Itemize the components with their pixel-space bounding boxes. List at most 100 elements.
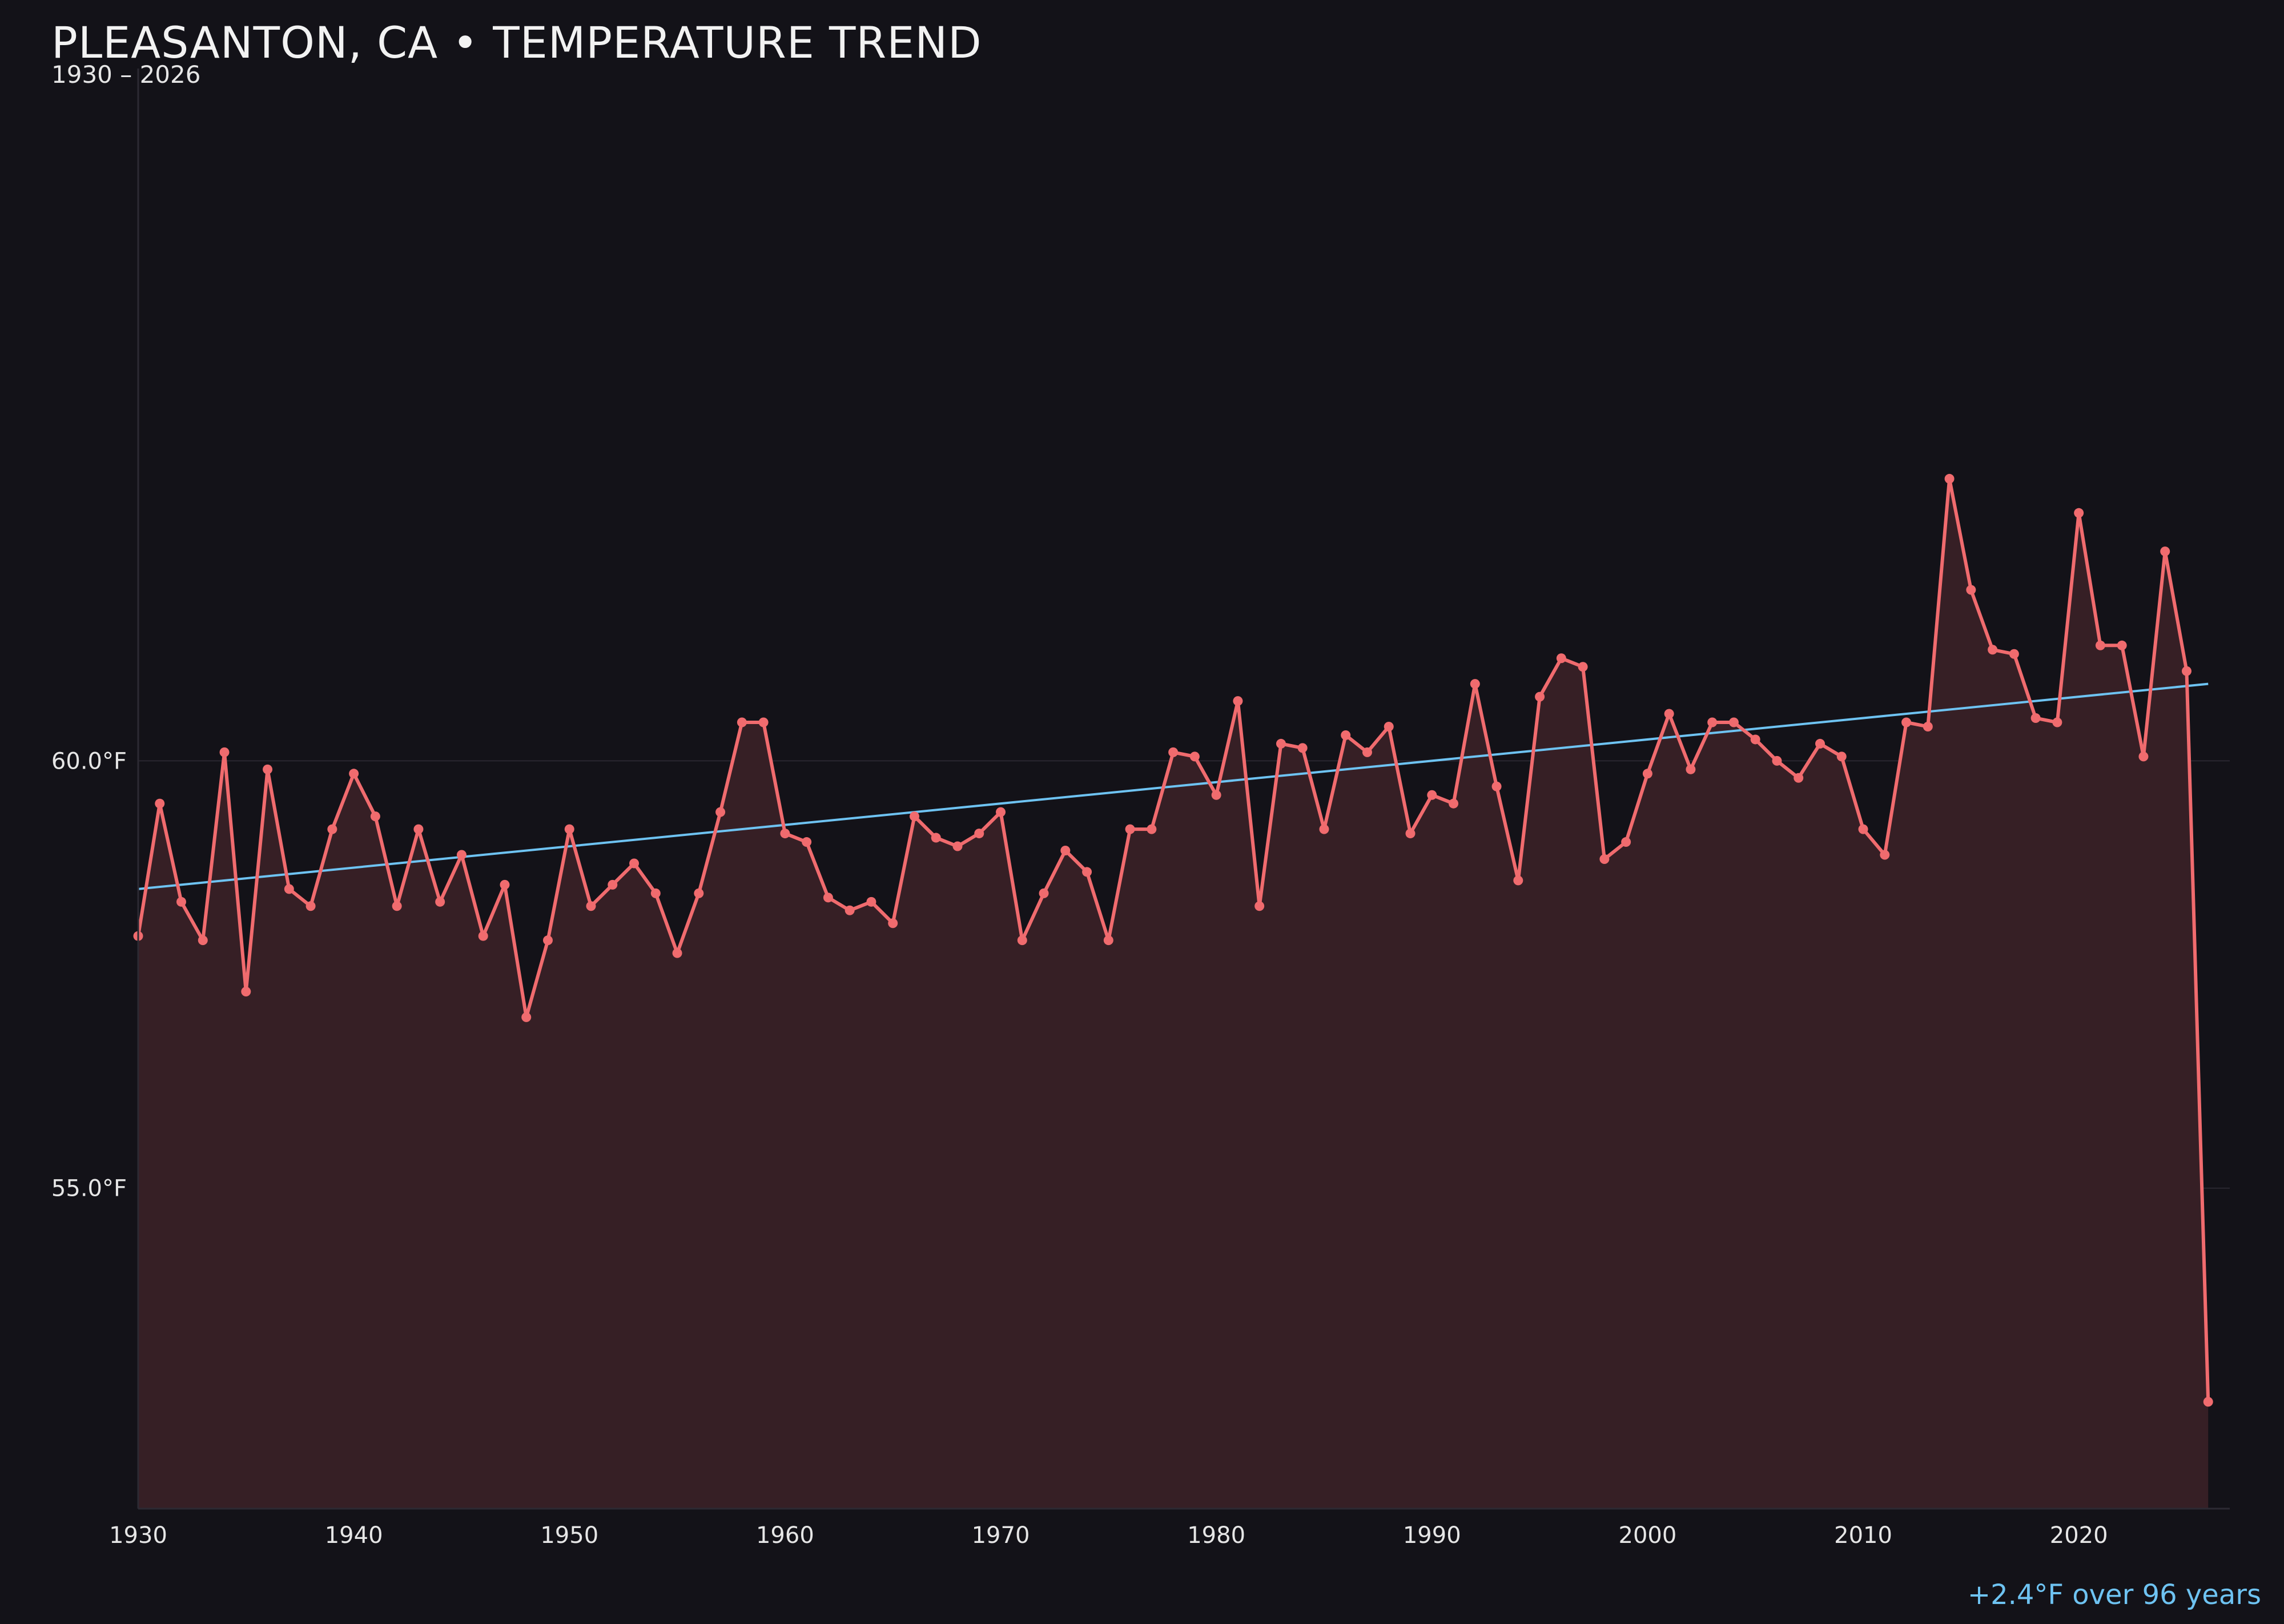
area-layer bbox=[138, 479, 2209, 1509]
data-point bbox=[1254, 901, 1265, 911]
data-point bbox=[1449, 798, 1459, 809]
data-point bbox=[2117, 640, 2127, 650]
data-point bbox=[1988, 645, 1998, 655]
data-point bbox=[1211, 790, 1221, 800]
data-point bbox=[1858, 824, 1868, 834]
data-point bbox=[2030, 713, 2041, 723]
x-tick-label: 1970 bbox=[972, 1522, 1030, 1549]
data-point bbox=[1060, 846, 1071, 856]
data-point bbox=[1923, 721, 1933, 731]
trend-line bbox=[138, 682, 2209, 890]
data-point bbox=[802, 837, 812, 847]
trend-annotation: +2.4°F over 96 years bbox=[1967, 1579, 2261, 1611]
data-point bbox=[1794, 773, 1804, 783]
data-point bbox=[2095, 640, 2105, 650]
x-tick-label: 2010 bbox=[1834, 1522, 1892, 1549]
data-point bbox=[1578, 662, 1588, 672]
series-area bbox=[138, 479, 2209, 1509]
data-point bbox=[284, 884, 294, 894]
data-point bbox=[909, 811, 919, 822]
data-point bbox=[1470, 679, 1480, 689]
data-point bbox=[1297, 743, 1308, 753]
data-point bbox=[305, 901, 316, 911]
data-point bbox=[1189, 751, 1200, 762]
data-point bbox=[2181, 666, 2191, 676]
data-point bbox=[866, 897, 876, 907]
data-point bbox=[456, 850, 467, 860]
data-point bbox=[1082, 867, 1092, 877]
data-point bbox=[758, 717, 769, 727]
data-point bbox=[1772, 755, 1782, 766]
x-tick-label: 1940 bbox=[325, 1522, 383, 1549]
data-point bbox=[1233, 696, 1243, 706]
data-point bbox=[1621, 837, 1631, 847]
data-point bbox=[694, 888, 704, 898]
data-point bbox=[1103, 935, 1113, 946]
data-point bbox=[2052, 717, 2062, 727]
data-point bbox=[1836, 751, 1847, 762]
data-point bbox=[263, 764, 273, 774]
data-point bbox=[715, 807, 726, 817]
x-tick-label: 1960 bbox=[756, 1522, 814, 1549]
data-point bbox=[1642, 769, 1652, 779]
data-point bbox=[737, 717, 747, 727]
data-point bbox=[586, 901, 596, 911]
data-point bbox=[564, 824, 574, 834]
data-point bbox=[608, 879, 618, 890]
data-point bbox=[1319, 824, 1329, 834]
data-point bbox=[2009, 649, 2019, 659]
points-layer bbox=[133, 473, 2213, 1407]
x-tick-label: 1990 bbox=[1403, 1522, 1461, 1549]
data-point bbox=[1556, 653, 1566, 664]
x-tick-label: 2020 bbox=[2050, 1522, 2108, 1549]
data-point bbox=[542, 935, 553, 946]
data-point bbox=[478, 931, 488, 941]
data-point bbox=[2203, 1397, 2213, 1407]
data-point bbox=[435, 897, 445, 907]
data-point bbox=[1944, 473, 1955, 484]
data-point bbox=[888, 918, 898, 928]
data-point bbox=[952, 841, 963, 851]
data-point bbox=[1125, 824, 1135, 834]
data-point bbox=[1276, 738, 1286, 749]
data-point bbox=[1168, 747, 1179, 757]
data-point bbox=[219, 747, 230, 757]
data-point bbox=[1728, 717, 1739, 727]
axis-layer: 55.0°F 60.0°F 1930 1940 1950 1960 1970 1980 1990… bbox=[51, 69, 2230, 1549]
data-point bbox=[1880, 850, 1890, 860]
data-point bbox=[672, 948, 682, 958]
x-tick-label: 1980 bbox=[1187, 1522, 1245, 1549]
data-point bbox=[1039, 888, 1049, 898]
data-point bbox=[155, 798, 165, 809]
data-point bbox=[1686, 764, 1696, 774]
data-point bbox=[2138, 751, 2149, 762]
data-point bbox=[1599, 854, 1610, 864]
data-point bbox=[1491, 781, 1502, 791]
data-point bbox=[629, 858, 640, 869]
data-point bbox=[823, 893, 833, 903]
data-point bbox=[327, 824, 337, 834]
data-point bbox=[176, 897, 187, 907]
data-point bbox=[413, 824, 424, 834]
data-point bbox=[996, 807, 1006, 817]
data-point bbox=[1427, 790, 1437, 800]
data-point bbox=[1815, 738, 1825, 749]
data-point bbox=[780, 829, 790, 839]
chart-subtitle: 1930 – 2026 bbox=[51, 61, 201, 89]
data-point bbox=[1513, 875, 1523, 886]
data-point bbox=[1750, 734, 1760, 745]
data-point bbox=[650, 888, 661, 898]
y-tick-label: 55.0°F bbox=[51, 1176, 127, 1202]
data-point bbox=[349, 769, 359, 779]
data-point bbox=[1147, 824, 1157, 834]
data-point bbox=[370, 811, 380, 822]
data-point bbox=[198, 935, 208, 946]
y-tick-label: 60.0°F bbox=[51, 748, 127, 774]
x-tick-label: 1930 bbox=[109, 1522, 167, 1549]
data-point bbox=[1362, 747, 1372, 757]
data-point bbox=[392, 901, 402, 911]
data-point bbox=[1966, 585, 1976, 595]
data-point bbox=[931, 833, 941, 843]
data-point bbox=[1901, 717, 1912, 727]
